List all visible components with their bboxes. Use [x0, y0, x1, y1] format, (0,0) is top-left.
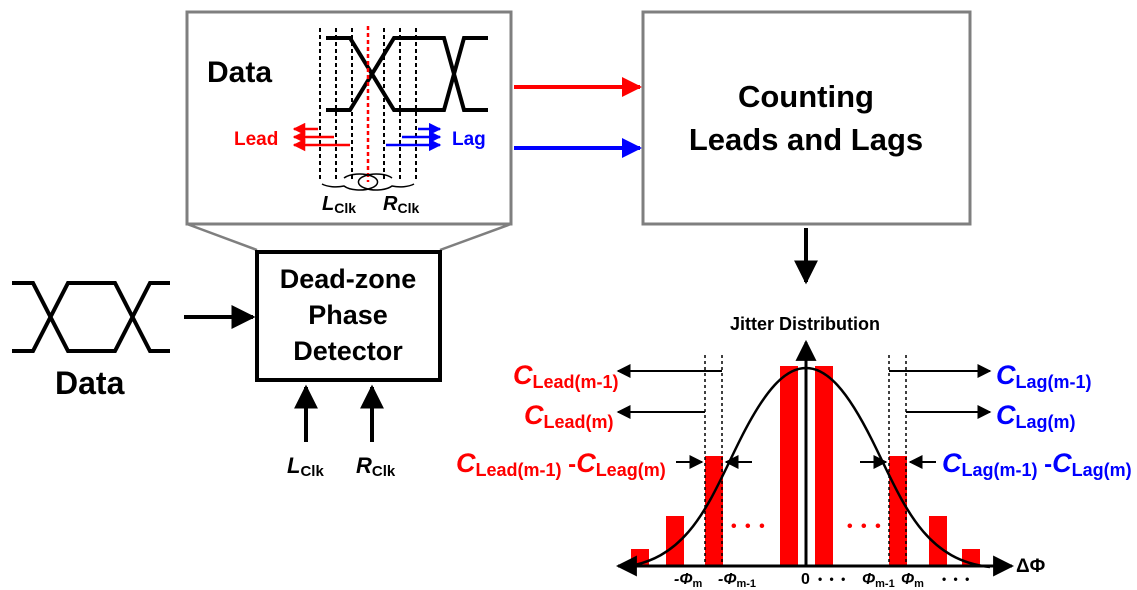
tick-mid-dots: • • • — [818, 572, 847, 586]
zoom-eye-pattern — [326, 36, 488, 112]
tick-pos-phi-m1: Φm-1 — [862, 571, 895, 590]
lclk-input-label: LClk — [287, 453, 324, 480]
zoom-lclk-label: LClk — [322, 193, 356, 216]
tick-pos-phi-m: Φm — [901, 571, 924, 590]
tick-neg-phi-m1: -Φm-1 — [718, 571, 756, 590]
input-data-label: Data — [55, 365, 125, 401]
counting-box-frame — [641, 10, 972, 226]
pd-line3: Detector — [293, 336, 403, 366]
tick-neg-phi-m: -Φm — [674, 571, 702, 590]
rclk-input-label: RClk — [356, 453, 396, 480]
zoom-data-label: Data — [207, 56, 272, 89]
bar-right-center — [815, 366, 833, 566]
label-c-lag-m1: CLag(m-1) — [996, 360, 1092, 392]
right-bar-dots: • • • — [847, 518, 883, 535]
jitter-title: Jitter Distribution — [730, 314, 880, 334]
lag-arrows — [386, 122, 442, 152]
lead-label: Lead — [234, 129, 278, 150]
zoom-connector-right — [439, 222, 512, 252]
phase-guide-lines — [704, 355, 907, 566]
zoom-connector-left — [186, 222, 258, 252]
jitter-distribution: Jitter Distribution ΔΦ • • • • • • — [456, 314, 1132, 590]
label-c-lag-diff: CLag(m-1) -CLag(m) — [942, 448, 1132, 480]
pd-line2: Phase — [308, 300, 388, 330]
axis-label-dphi: ΔΦ — [1016, 556, 1046, 577]
tick-zero: 0 — [801, 571, 810, 588]
counting-box: Counting Leads and Lags — [641, 10, 972, 226]
phase-detector-block: Dead-zone Phase Detector — [255, 250, 442, 382]
counting-line2: Leads and Lags — [689, 122, 923, 157]
bar-left-center — [780, 366, 798, 566]
left-bar-dots: • • • — [731, 518, 767, 535]
rclk-rotation-icon — [357, 173, 415, 191]
tick-end-dots: • • • — [942, 572, 971, 586]
label-c-lead-m: CLead(m) — [524, 400, 614, 432]
label-c-lag-m: CLag(m) — [996, 400, 1076, 432]
lag-label: Lag — [452, 129, 486, 150]
phase-detector-frame — [255, 250, 442, 382]
pd-line1: Dead-zone — [280, 264, 417, 294]
counting-line1: Counting — [738, 79, 874, 114]
label-c-lead-diff: CLead(m-1) -CLeag(m) — [456, 448, 666, 480]
bar-left-m — [705, 456, 723, 566]
input-eye-pattern — [12, 281, 170, 353]
zoom-rclk-label: RClk — [383, 193, 419, 216]
lead-arrows — [292, 122, 350, 152]
zoom-sampling-lines — [319, 28, 417, 182]
label-c-lead-m1: CLead(m-1) — [513, 360, 619, 392]
bar-left-3 — [666, 516, 684, 566]
bar-right-3 — [929, 516, 947, 566]
zoom-box: Data Lead Lag — [185, 10, 513, 252]
lclk-rotation-icon — [321, 173, 379, 191]
bar-right-m — [889, 456, 907, 566]
